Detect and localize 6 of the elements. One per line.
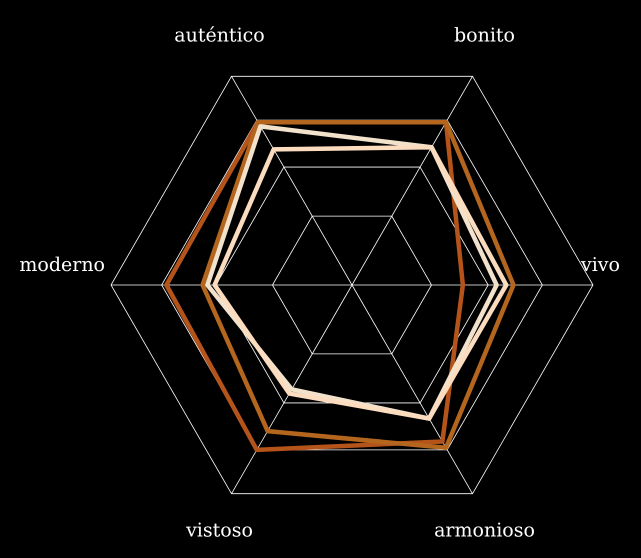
spoke-label: auténtico	[174, 24, 265, 47]
spoke-label: moderno	[19, 254, 105, 276]
spoke-label: bonito	[454, 24, 515, 47]
spoke-label: vistoso	[185, 519, 253, 542]
spoke-label: armonioso	[434, 519, 535, 542]
spoke-label: vivo	[580, 254, 620, 276]
